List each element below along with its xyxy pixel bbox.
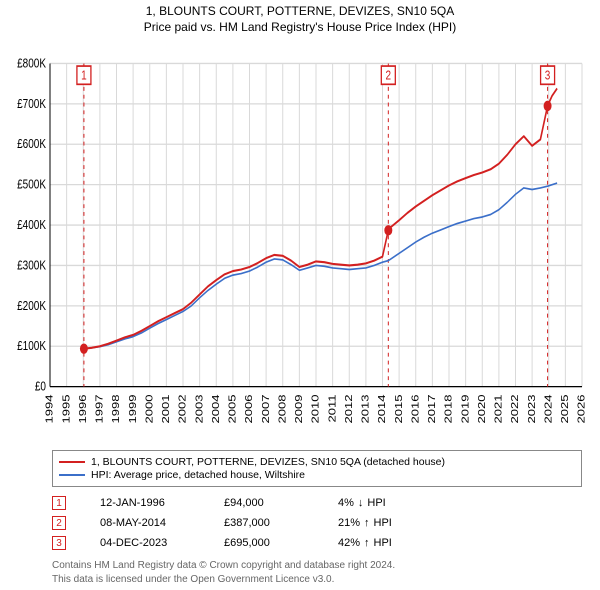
arrow-down-icon: ↓ bbox=[358, 497, 364, 509]
sales-marker-box: 2 bbox=[52, 516, 66, 530]
svg-text:2018: 2018 bbox=[443, 394, 454, 423]
svg-text:£0: £0 bbox=[35, 379, 46, 394]
svg-text:2016: 2016 bbox=[410, 394, 421, 423]
sales-price: £695,000 bbox=[224, 537, 304, 549]
svg-text:1999: 1999 bbox=[127, 394, 138, 423]
svg-text:1994: 1994 bbox=[44, 394, 55, 424]
footer-attribution: Contains HM Land Registry data © Crown c… bbox=[52, 559, 582, 586]
svg-text:2005: 2005 bbox=[227, 394, 238, 423]
sales-date: 04-DEC-2023 bbox=[100, 537, 190, 549]
svg-text:2022: 2022 bbox=[510, 394, 521, 423]
svg-text:£600K: £600K bbox=[17, 137, 46, 152]
sales-pct: 21%↑HPI bbox=[338, 517, 448, 529]
svg-text:2015: 2015 bbox=[393, 394, 404, 423]
svg-text:1997: 1997 bbox=[94, 394, 105, 423]
sales-row: 3 04-DEC-2023 £695,000 42%↑HPI bbox=[52, 533, 582, 553]
svg-text:2021: 2021 bbox=[493, 394, 504, 423]
sales-price: £387,000 bbox=[224, 517, 304, 529]
svg-text:£800K: £800K bbox=[17, 56, 46, 71]
legend: 1, BLOUNTS COURT, POTTERNE, DEVIZES, SN1… bbox=[52, 450, 582, 487]
title-area: 1, BLOUNTS COURT, POTTERNE, DEVIZES, SN1… bbox=[0, 0, 600, 36]
svg-text:2023: 2023 bbox=[526, 394, 537, 423]
sales-date: 12-JAN-1996 bbox=[100, 497, 190, 509]
svg-text:2024: 2024 bbox=[543, 394, 554, 424]
svg-text:2: 2 bbox=[386, 69, 392, 84]
sales-marker-box: 3 bbox=[52, 536, 66, 550]
svg-text:2007: 2007 bbox=[260, 394, 271, 423]
svg-text:2012: 2012 bbox=[343, 394, 354, 423]
svg-text:3: 3 bbox=[545, 69, 551, 84]
svg-text:2003: 2003 bbox=[194, 394, 205, 423]
svg-text:2009: 2009 bbox=[293, 394, 304, 423]
svg-text:1998: 1998 bbox=[111, 394, 122, 423]
svg-text:2002: 2002 bbox=[177, 394, 188, 423]
arrow-up-icon: ↑ bbox=[364, 537, 370, 549]
footer-line-2: This data is licensed under the Open Gov… bbox=[52, 573, 582, 587]
svg-text:2006: 2006 bbox=[244, 394, 255, 423]
svg-text:1996: 1996 bbox=[77, 394, 88, 423]
svg-text:£100K: £100K bbox=[17, 339, 46, 354]
footer-line-1: Contains HM Land Registry data © Crown c… bbox=[52, 559, 582, 573]
legend-swatch bbox=[59, 461, 85, 463]
svg-text:2010: 2010 bbox=[310, 394, 321, 423]
sales-price: £94,000 bbox=[224, 497, 304, 509]
chart-container: 1, BLOUNTS COURT, POTTERNE, DEVIZES, SN1… bbox=[0, 0, 600, 590]
svg-text:2020: 2020 bbox=[476, 394, 487, 423]
sales-pct: 4%↓HPI bbox=[338, 497, 448, 509]
title-line-2: Price paid vs. HM Land Registry's House … bbox=[0, 20, 600, 34]
sales-row: 1 12-JAN-1996 £94,000 4%↓HPI bbox=[52, 493, 582, 513]
svg-text:2008: 2008 bbox=[277, 394, 288, 423]
sales-marker-box: 1 bbox=[52, 496, 66, 510]
svg-text:1995: 1995 bbox=[61, 394, 72, 423]
sales-table: 1 12-JAN-1996 £94,000 4%↓HPI 2 08-MAY-2014 £38… bbox=[52, 493, 582, 553]
svg-text:£700K: £700K bbox=[17, 97, 46, 112]
legend-label: HPI: Average price, detached house, Wilt… bbox=[91, 469, 305, 481]
legend-row: HPI: Average price, detached house, Wilt… bbox=[59, 469, 575, 481]
svg-text:£400K: £400K bbox=[17, 218, 46, 233]
sales-row: 2 08-MAY-2014 £387,000 21%↑HPI bbox=[52, 513, 582, 533]
sales-date: 08-MAY-2014 bbox=[100, 517, 190, 529]
svg-text:2017: 2017 bbox=[426, 394, 437, 423]
svg-text:2011: 2011 bbox=[327, 394, 338, 422]
svg-text:2014: 2014 bbox=[377, 394, 388, 424]
svg-text:2025: 2025 bbox=[559, 394, 570, 423]
svg-text:2026: 2026 bbox=[576, 394, 587, 423]
legend-swatch bbox=[59, 474, 85, 476]
arrow-up-icon: ↑ bbox=[364, 517, 370, 529]
svg-text:£300K: £300K bbox=[17, 258, 46, 273]
svg-text:1: 1 bbox=[81, 69, 87, 84]
svg-text:£200K: £200K bbox=[17, 299, 46, 314]
chart-svg: £0 £100K £200K £300K £400K £500K £600K £700K £80… bbox=[8, 40, 592, 444]
svg-text:2013: 2013 bbox=[360, 394, 371, 423]
svg-text:2004: 2004 bbox=[210, 394, 221, 424]
legend-row: 1, BLOUNTS COURT, POTTERNE, DEVIZES, SN1… bbox=[59, 456, 575, 468]
svg-text:£500K: £500K bbox=[17, 177, 46, 192]
svg-text:2000: 2000 bbox=[144, 394, 155, 423]
svg-text:2019: 2019 bbox=[460, 394, 471, 423]
sales-pct: 42%↑HPI bbox=[338, 537, 448, 549]
chart-area: £0 £100K £200K £300K £400K £500K £600K £700K £80… bbox=[0, 36, 600, 444]
legend-label: 1, BLOUNTS COURT, POTTERNE, DEVIZES, SN1… bbox=[91, 456, 445, 468]
svg-text:2001: 2001 bbox=[160, 394, 171, 423]
title-line-1: 1, BLOUNTS COURT, POTTERNE, DEVIZES, SN1… bbox=[0, 4, 600, 18]
